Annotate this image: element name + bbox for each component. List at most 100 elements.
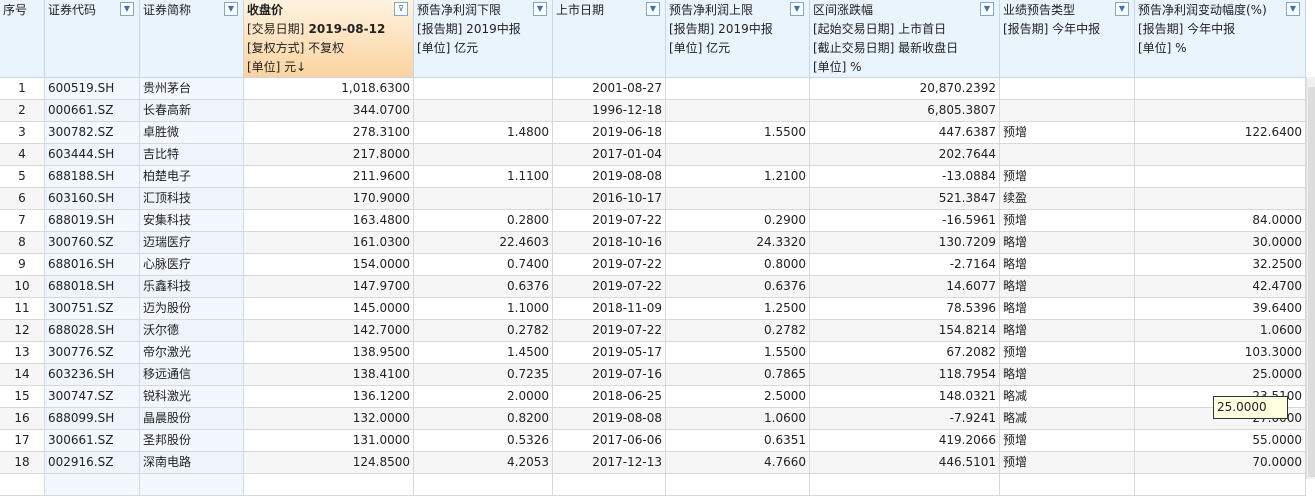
cell[interactable]: 78.5396: [810, 298, 1000, 319]
cell[interactable]: 55.0000: [1135, 430, 1306, 451]
cell[interactable]: 603160.SH: [45, 188, 140, 209]
cell[interactable]: 2019-07-22: [553, 320, 666, 341]
cell[interactable]: 汇顶科技: [140, 188, 244, 209]
cell[interactable]: 688016.SH: [45, 254, 140, 275]
cell[interactable]: 132.0000: [244, 408, 414, 429]
cell[interactable]: 1.4500: [414, 342, 553, 363]
cell[interactable]: 1996-12-18: [553, 100, 666, 121]
dropdown-arrow-icon[interactable]: ▼: [980, 2, 994, 16]
table-row[interactable]: 14 603236.SH 移远通信 138.4100 0.7235 2019-07-16 0…: [0, 364, 1306, 386]
column-header-4[interactable]: 预告净利润下限 [报告期] 2019中报 [单位] 亿元 ▼: [414, 0, 553, 77]
column-header-9[interactable]: 预告净利润变动幅度(%) [报告期] 今年中报 [单位] % ▼: [1135, 0, 1306, 77]
column-header-8[interactable]: 业绩预告类型 [报告期] 今年中报 ▼: [1000, 0, 1135, 77]
cell[interactable]: 000661.SZ: [45, 100, 140, 121]
cell[interactable]: 30.0000: [1135, 232, 1306, 253]
cell[interactable]: -2.7164: [810, 254, 1000, 275]
cell[interactable]: 吉比特: [140, 144, 244, 165]
cell[interactable]: 300760.SZ: [45, 232, 140, 253]
table-row[interactable]: 7 688019.SH 安集科技 163.4800 0.2800 2019-07-22 0.…: [0, 210, 1306, 232]
table-row[interactable]: 6 603160.SH 汇顶科技 170.9000 2016-10-17 521.3847…: [0, 188, 1306, 210]
cell[interactable]: 300782.SZ: [45, 122, 140, 143]
cell[interactable]: 1,018.6300: [244, 78, 414, 99]
cell[interactable]: 1: [0, 78, 45, 99]
cell[interactable]: 8: [0, 232, 45, 253]
cell[interactable]: 521.3847: [810, 188, 1000, 209]
dropdown-arrow-icon[interactable]: ▼: [646, 2, 660, 16]
cell[interactable]: 147.9700: [244, 276, 414, 297]
cell[interactable]: 688188.SH: [45, 166, 140, 187]
cell[interactable]: 0.2800: [414, 210, 553, 231]
cell[interactable]: 2019-07-22: [553, 210, 666, 231]
cell[interactable]: 603236.SH: [45, 364, 140, 385]
cell[interactable]: 148.0321: [810, 386, 1000, 407]
cell[interactable]: 2016-10-17: [553, 188, 666, 209]
cell[interactable]: 20,870.2392: [810, 78, 1000, 99]
cell[interactable]: 0.8200: [414, 408, 553, 429]
column-header-5[interactable]: 上市日期 ▼: [553, 0, 666, 77]
cell[interactable]: 1.5500: [666, 342, 810, 363]
table-row[interactable]: 12 688028.SH 沃尔德 142.7000 0.2782 2019-07-22 0.…: [0, 320, 1306, 342]
cell[interactable]: 柏楚电子: [140, 166, 244, 187]
cell[interactable]: [666, 78, 810, 99]
cell[interactable]: 移远通信: [140, 364, 244, 385]
cell[interactable]: 14: [0, 364, 45, 385]
cell[interactable]: 2.0000: [414, 386, 553, 407]
cell[interactable]: 131.0000: [244, 430, 414, 451]
cell[interactable]: [414, 144, 553, 165]
cell[interactable]: 1.0600: [666, 408, 810, 429]
cell[interactable]: 1.1000: [414, 298, 553, 319]
cell[interactable]: 7: [0, 210, 45, 231]
cell[interactable]: 42.4700: [1135, 276, 1306, 297]
cell[interactable]: 9: [0, 254, 45, 275]
cell[interactable]: 0.6376: [666, 276, 810, 297]
cell[interactable]: 16: [0, 408, 45, 429]
cell[interactable]: 118.7954: [810, 364, 1000, 385]
cell[interactable]: [666, 144, 810, 165]
cell[interactable]: [1000, 144, 1135, 165]
cell[interactable]: 2019-07-16: [553, 364, 666, 385]
cell[interactable]: 3: [0, 122, 45, 143]
cell[interactable]: 6,805.3807: [810, 100, 1000, 121]
cell[interactable]: [1000, 100, 1135, 121]
cell[interactable]: 略增: [1000, 254, 1135, 275]
table-row[interactable]: 1 600519.SH 贵州茅台 1,018.6300 2001-08-27 20,870…: [0, 78, 1306, 100]
cell[interactable]: 0.8000: [666, 254, 810, 275]
cell[interactable]: [666, 188, 810, 209]
cell[interactable]: 67.2082: [810, 342, 1000, 363]
cell[interactable]: 1.2100: [666, 166, 810, 187]
cell[interactable]: 6: [0, 188, 45, 209]
cell[interactable]: 603444.SH: [45, 144, 140, 165]
cell[interactable]: 2019-07-22: [553, 276, 666, 297]
cell[interactable]: 4.2053: [414, 452, 553, 473]
table-row[interactable]: 10 688018.SH 乐鑫科技 147.9700 0.6376 2019-07-22 0…: [0, 276, 1306, 298]
cell[interactable]: 600519.SH: [45, 78, 140, 99]
cell[interactable]: [1000, 78, 1135, 99]
vertical-scrollbar[interactable]: [1306, 77, 1315, 479]
cell[interactable]: 预增: [1000, 166, 1135, 187]
cell[interactable]: 2017-12-13: [553, 452, 666, 473]
table-row[interactable]: 18 002916.SZ 深南电路 124.8500 4.2053 2017-12-13 4…: [0, 452, 1306, 474]
table-row[interactable]: 11 300751.SZ 迈为股份 145.0000 1.1000 2018-11-09 1…: [0, 298, 1306, 320]
cell[interactable]: 154.8214: [810, 320, 1000, 341]
cell[interactable]: 4: [0, 144, 45, 165]
cell[interactable]: 0.2782: [666, 320, 810, 341]
cell[interactable]: 0.6376: [414, 276, 553, 297]
cell[interactable]: 锐科激光: [140, 386, 244, 407]
cell[interactable]: [1135, 188, 1306, 209]
column-header-3[interactable]: 收盘价 [交易日期] 2019-08-12 [复权方式] 不复权 [单位] 元↓ ⊽: [244, 0, 414, 77]
cell[interactable]: 续盈: [1000, 188, 1135, 209]
table-row[interactable]: 2 000661.SZ 长春高新 344.0700 1996-12-18 6,805.38…: [0, 100, 1306, 122]
cell[interactable]: 2017-06-06: [553, 430, 666, 451]
cell[interactable]: 预增: [1000, 342, 1135, 363]
cell[interactable]: 300747.SZ: [45, 386, 140, 407]
cell[interactable]: 预增: [1000, 452, 1135, 473]
cell[interactable]: 0.2900: [666, 210, 810, 231]
cell[interactable]: 帝尔激光: [140, 342, 244, 363]
cell[interactable]: 446.5101: [810, 452, 1000, 473]
cell[interactable]: 安集科技: [140, 210, 244, 231]
cell[interactable]: 161.0300: [244, 232, 414, 253]
cell[interactable]: 0.5326: [414, 430, 553, 451]
cell[interactable]: 0.7235: [414, 364, 553, 385]
cell[interactable]: 圣邦股份: [140, 430, 244, 451]
dropdown-arrow-icon[interactable]: ▼: [120, 2, 134, 16]
